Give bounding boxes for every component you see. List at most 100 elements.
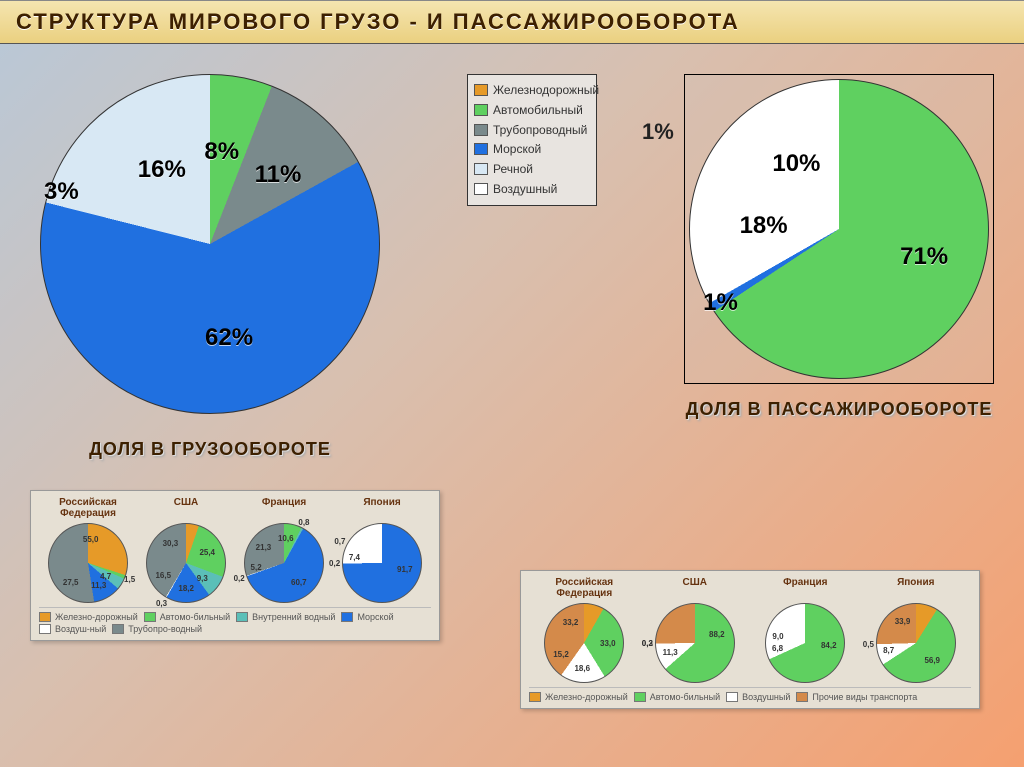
pax-subtitle: ДОЛЯ В ПАССАЖИРООБОРОТЕ: [686, 399, 993, 420]
mini-slice-label: 25,4: [199, 548, 215, 557]
strip-swatch: [634, 692, 646, 702]
cargo-pie-chart: 16% 8% 11% 62% 3%: [40, 74, 380, 414]
mini-slice-label: 0,2: [329, 559, 340, 568]
strip-swatch: [796, 692, 808, 702]
strip-legend-item: Железно-дорожный: [529, 692, 628, 702]
country-title: Российская Федерация: [529, 577, 640, 599]
country-title: США: [137, 497, 235, 519]
mini-slice-label: 0,8: [298, 518, 309, 527]
swatch-river: [474, 163, 488, 175]
legend-label-auto: Автомобильный: [493, 102, 583, 119]
mini-slice-label: 7,4: [349, 553, 360, 562]
mini-slice-label: 5,2: [251, 563, 262, 572]
mini-pie: 21,310,60,860,70,25,2: [244, 523, 324, 603]
mini-slice-label: 33,0: [600, 639, 616, 648]
mini-slice-label: 27,5: [63, 578, 79, 587]
slice-label: 18%: [740, 212, 788, 240]
mini-slice-label: 0,5: [863, 640, 874, 649]
strip-legend-label: Железно-дорожный: [55, 612, 138, 622]
mini-pie: 0,388,211,30,2: [655, 603, 735, 683]
legend-item-river: Речной: [474, 161, 590, 178]
mini-slice-label: 33,9: [895, 617, 911, 626]
page-title: СТРУКТУРА МИРОВОГО ГРУЗО - И ПАССАЖИРООБ…: [0, 0, 1024, 44]
slice-label: 62%: [205, 324, 253, 352]
mini-pie: 55,01,54,711,327,5: [48, 523, 128, 603]
strip-legend-item: Прочие виды транспорта: [796, 692, 917, 702]
country-title: США: [640, 577, 751, 599]
strip-legend-label: Морской: [357, 612, 393, 622]
pax-strip-pies: 33,233,018,615,20,388,211,30,29,084,26,8…: [529, 603, 971, 683]
mini-slice-label: 0,3: [156, 599, 167, 608]
cargo-strip-pies: 55,01,54,711,327,530,325,49,318,20,316,5…: [39, 523, 431, 603]
legend-item-pipe: Трубопроводный: [474, 122, 590, 139]
country-title: Франция: [750, 577, 861, 599]
strip-legend-item: Воздушный: [726, 692, 790, 702]
country-title: Япония: [333, 497, 431, 519]
strip-swatch: [144, 612, 156, 622]
strip-swatch: [236, 612, 248, 622]
mini-slice-label: 1,5: [124, 575, 135, 584]
legend-label-river: Речной: [493, 161, 533, 178]
slice-label: 71%: [900, 243, 948, 271]
legend-item-auto: Автомобильный: [474, 102, 590, 119]
mini-pie: 30,325,49,318,20,316,5: [146, 523, 226, 603]
swatch-air: [474, 183, 488, 195]
country-title: Российская Федерация: [39, 497, 137, 519]
strip-legend-item: Воздуш-ный: [39, 624, 106, 634]
strip-legend-item: Железно-дорожный: [39, 612, 138, 622]
mini-pie: 7,40,791,70,2: [342, 523, 422, 603]
legend-label-rail: Железнодорожный: [493, 82, 599, 99]
mini-slice-label: 60,7: [291, 578, 307, 587]
mini-slice-label: 91,7: [397, 565, 413, 574]
mini-slice-label: 11,3: [663, 648, 678, 657]
cargo-chart-wrap: 16% 8% 11% 62% 3% ДОЛЯ В ГРУЗООБОРОТЕ: [40, 74, 380, 460]
strip-legend-label: Автомо-бильный: [160, 612, 230, 622]
mini-slice-label: 18,6: [574, 664, 590, 673]
mini-slice-label: 30,3: [163, 539, 179, 548]
mini-slice-label: 16,5: [155, 571, 171, 580]
strip-legend-label: Воздушный: [742, 692, 790, 702]
strip-legend-label: Автомо-бильный: [650, 692, 720, 702]
strip-swatch: [341, 612, 353, 622]
strip-swatch: [529, 692, 541, 702]
mini-slice-label: 8,7: [883, 646, 894, 655]
country-title: Япония: [861, 577, 972, 599]
mini-slice-label: 0,2: [642, 639, 653, 648]
pax-chart-wrap: 10%71%1%18% ДОЛЯ В ПАССАЖИРООБОРОТЕ 1%: [684, 74, 994, 420]
swatch-rail: [474, 84, 488, 96]
strip-legend-item: Внутренний водный: [236, 612, 335, 622]
strip-legend-label: Воздуш-ный: [55, 624, 106, 634]
mini-slice-label: 11,3: [91, 581, 106, 590]
mini-slice-label: 84,2: [821, 641, 837, 650]
swatch-sea: [474, 143, 488, 155]
legend-label-air: Воздушный: [493, 181, 557, 198]
mini-slice-label: 88,2: [709, 630, 725, 639]
swatch-pipe: [474, 124, 488, 136]
slice-label: 11%: [255, 161, 302, 189]
slice-label: 16%: [138, 156, 186, 184]
strip-legend-item: Автомо-бильный: [144, 612, 230, 622]
strip-swatch: [112, 624, 124, 634]
main-legend: Железнодорожный Автомобильный Трубопрово…: [467, 74, 597, 206]
cargo-subtitle: ДОЛЯ В ГРУЗООБОРОТЕ: [89, 439, 331, 460]
strip-swatch: [39, 624, 51, 634]
pax-ext-label-1pct: 1%: [642, 119, 674, 145]
swatch-auto: [474, 104, 488, 116]
legend-label-sea: Морской: [493, 141, 541, 158]
mini-slice-label: 9,3: [197, 574, 208, 583]
strip-swatch: [39, 612, 51, 622]
strip-legend-label: Трубопро-водный: [128, 624, 202, 634]
mini-slice-label: 33,2: [563, 618, 579, 627]
mini-slice-label: 10,6: [278, 534, 294, 543]
mini-slice-label: 6,8: [772, 644, 783, 653]
pax-frame: 10%71%1%18%: [684, 74, 994, 384]
mini-slice-label: 0,7: [334, 537, 345, 546]
country-title: Франция: [235, 497, 333, 519]
mini-slice-label: 55,0: [83, 535, 99, 544]
cargo-strip-titles: Российская ФедерацияСШАФранцияЯпония: [39, 497, 431, 519]
slice-label: 8%: [204, 138, 239, 166]
slice-label: 1%: [703, 289, 738, 317]
pax-strip-legend: Железно-дорожный Автомо-бильный Воздушный П…: [529, 687, 971, 702]
strip-legend-item: Автомо-бильный: [634, 692, 720, 702]
slice-label: 3%: [44, 178, 79, 206]
